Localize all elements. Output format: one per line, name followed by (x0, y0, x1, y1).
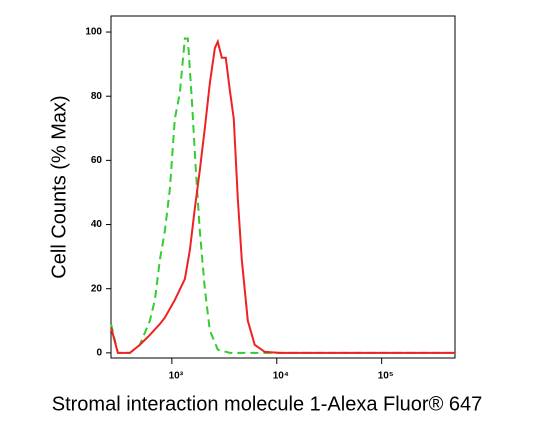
y-tick-label: 40 (91, 219, 103, 230)
y-tick-label: 0 (96, 348, 102, 359)
y-axis-title: Cell Counts (% Max) (48, 95, 70, 278)
y-tick-label: 20 (91, 283, 103, 294)
y-tick-label: 100 (85, 27, 102, 38)
x-axis-title: Stromal interaction molecule 1-Alexa Flu… (52, 393, 483, 415)
y-tick-label: 60 (91, 155, 103, 166)
x-tick-label: 10⁵ (378, 371, 394, 382)
series-line (110, 37, 455, 354)
x-tick-label: 10³ (169, 371, 184, 382)
series-line (110, 38, 455, 354)
plot-frame (110, 15, 456, 359)
y-tick-label: 80 (91, 91, 103, 102)
x-tick-label: 10⁴ (273, 371, 289, 382)
